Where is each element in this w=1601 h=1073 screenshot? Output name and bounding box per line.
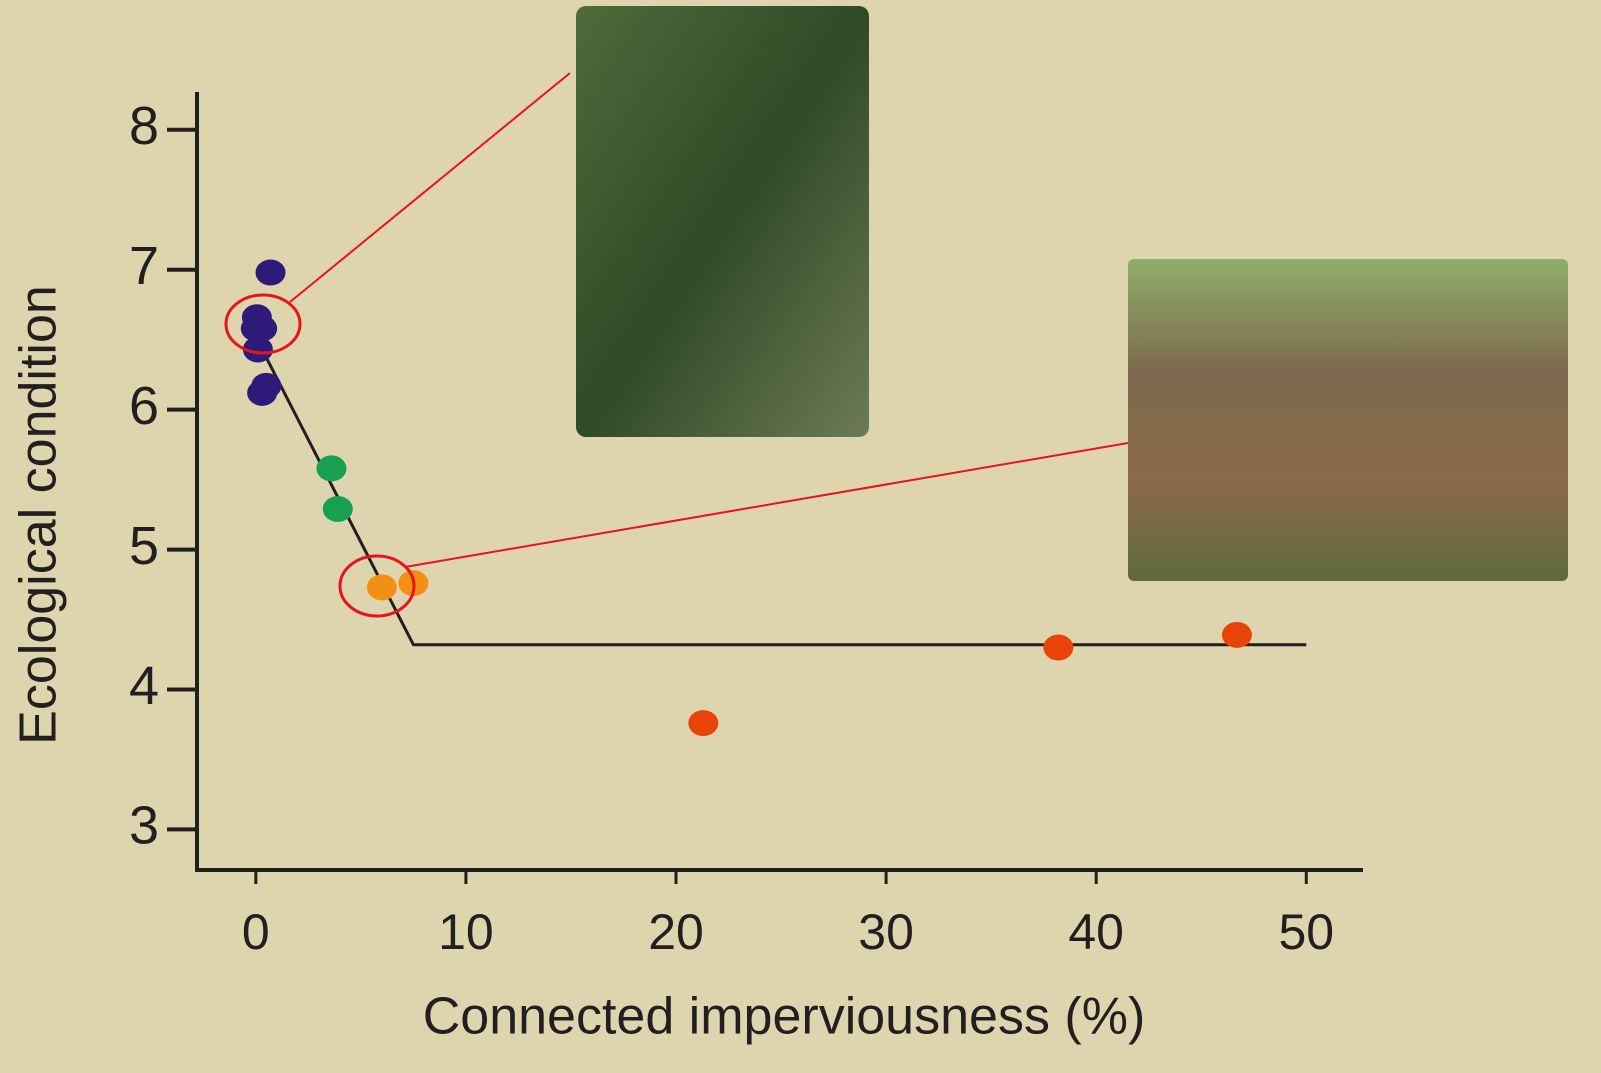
- y-axis-title: Ecological condition: [10, 285, 68, 745]
- data-point: [367, 574, 397, 600]
- data-point: [256, 260, 286, 286]
- y-tick-label: 6: [129, 376, 159, 436]
- data-point: [1222, 622, 1252, 648]
- data-point: [247, 380, 277, 406]
- y-tick-label: 4: [129, 656, 159, 716]
- y-tick-label: 8: [129, 96, 159, 156]
- y-tick-label: 5: [129, 516, 159, 576]
- x-axis-title: Connected imperviousness (%): [423, 988, 1146, 1046]
- x-tick-label: 50: [1278, 904, 1334, 960]
- chart: Connected imperviousness (%) Ecological …: [0, 0, 1601, 1073]
- y-tick-label: 3: [129, 796, 159, 856]
- forest-photo: [576, 6, 869, 437]
- x-tick-label: 10: [438, 904, 494, 960]
- y-tick-label: 7: [129, 236, 159, 296]
- x-tick-label: 30: [858, 904, 914, 960]
- page: {"chart_data": { "type": "scatter", "x_l…: [0, 0, 1601, 1073]
- x-tick-label: 40: [1068, 904, 1124, 960]
- callout-line: [405, 443, 1128, 567]
- x-tick-label: 20: [648, 904, 704, 960]
- x-tick-label: 0: [242, 904, 270, 960]
- callout-line: [290, 73, 570, 302]
- data-point: [316, 455, 346, 481]
- data-point: [688, 710, 718, 736]
- data-point: [1043, 635, 1073, 661]
- data-point: [323, 496, 353, 522]
- degraded-creek-photo: [1128, 259, 1568, 581]
